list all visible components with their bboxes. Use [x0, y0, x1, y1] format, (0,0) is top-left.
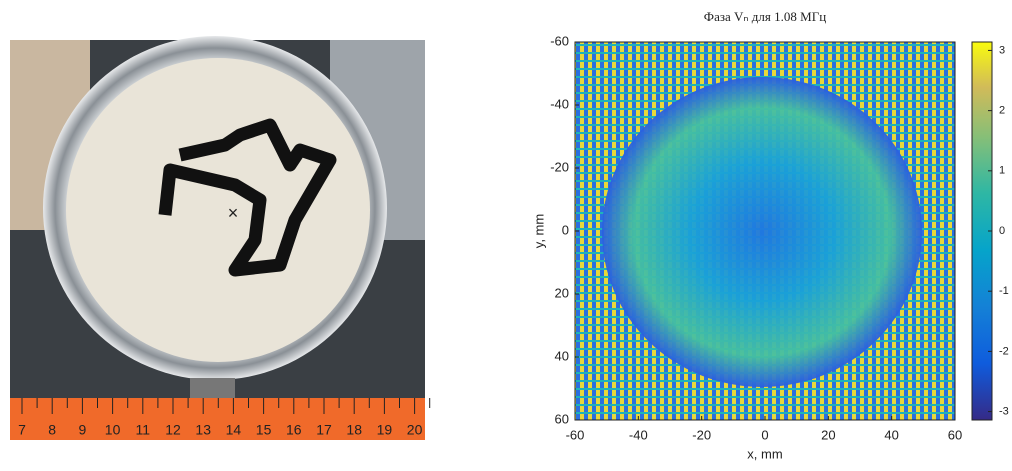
heatmap-inner: [602, 77, 922, 387]
ruler-label: 16: [286, 422, 302, 438]
ruler: [10, 398, 425, 440]
y-axis-label: y, mm: [531, 214, 546, 248]
ruler-label: 20: [407, 422, 423, 438]
colorbar-tick-label: -1: [999, 285, 1009, 297]
y-tick-label: 0: [562, 222, 569, 237]
ruler-label: 11: [136, 422, 151, 438]
y-tick-label: -20: [550, 159, 569, 174]
x-tick-label: 0: [761, 427, 768, 442]
ruler-label: 13: [195, 422, 211, 438]
y-tick-label: -60: [550, 33, 569, 48]
ruler-label: 10: [105, 422, 121, 438]
colorbar-tick-label: -2: [999, 345, 1009, 357]
y-tick-label: 20: [555, 285, 569, 300]
colorbar-tick-label: 3: [999, 44, 1005, 56]
y-tick-label: 60: [555, 411, 569, 426]
x-tick-label: 60: [948, 427, 962, 442]
x-axis-label: x, mm: [747, 446, 782, 461]
colorbar-tick-label: 2: [999, 105, 1005, 117]
colorbar-tick-label: -3: [999, 405, 1009, 417]
x-tick-label: -20: [692, 427, 711, 442]
x-tick-label: -40: [629, 427, 648, 442]
ruler-label: 19: [377, 422, 393, 438]
ruler-label: 9: [79, 422, 87, 438]
ruler-label: 17: [316, 422, 332, 438]
colorbar-tick-label: 0: [999, 225, 1005, 237]
x-tick-label: 20: [821, 427, 835, 442]
ruler-label: 12: [165, 422, 181, 438]
y-tick-label: 40: [555, 348, 569, 363]
chart-title: Фаза Vₙ для 1.08 МГц: [704, 9, 826, 24]
svg-text:×: ×: [228, 203, 239, 223]
ruler-label: 18: [346, 422, 362, 438]
x-tick-label: -60: [566, 427, 585, 442]
ruler-label: 7: [18, 422, 26, 438]
photo: × 7 8 9 10 11 12 13 14 15 16 17 18 19 20: [10, 36, 431, 440]
ruler-label: 15: [256, 422, 272, 438]
ruler-label: 8: [48, 422, 56, 438]
x-tick-label: 40: [884, 427, 898, 442]
y-tick-label: -40: [550, 96, 569, 111]
ruler-label: 14: [226, 422, 242, 438]
colorbar-tick-label: 1: [999, 165, 1005, 177]
